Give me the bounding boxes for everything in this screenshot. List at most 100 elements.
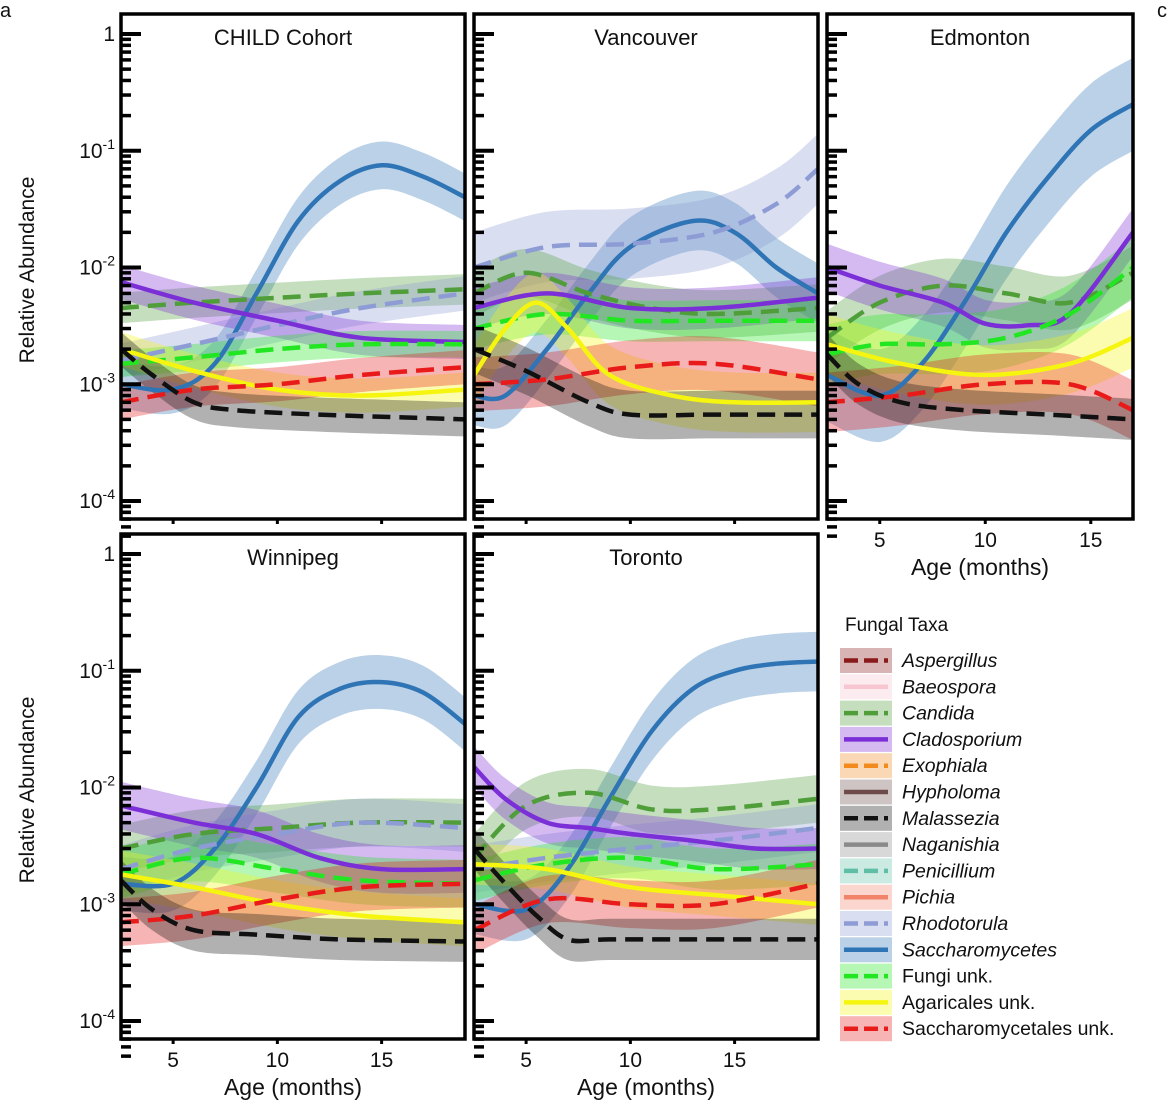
y-tick-label: 10-1 bbox=[79, 656, 115, 683]
x-tick-label: 10 bbox=[974, 529, 997, 552]
y-tick-label: 10-3 bbox=[79, 369, 115, 396]
legend-label: Fungi unk. bbox=[902, 966, 993, 988]
y-tick-label: 1 bbox=[103, 543, 115, 566]
panel-title: Vancouver bbox=[594, 25, 698, 50]
x-axis-label: Age (months) bbox=[224, 1074, 362, 1100]
x-tick-label: 5 bbox=[167, 1049, 179, 1072]
line-malassezia bbox=[827, 352, 1133, 422]
line-cladosporium bbox=[474, 765, 818, 852]
line-saccharomycetes bbox=[474, 659, 818, 914]
line-candida bbox=[827, 270, 1133, 340]
panel-title: CHILD Cohort bbox=[214, 25, 352, 50]
band-saccharomycetes bbox=[474, 190, 818, 429]
x-tick-label: 5 bbox=[520, 1049, 532, 1072]
legend-item-rhodotorula: Rhodotorula bbox=[840, 911, 1008, 936]
band-fungi-unk bbox=[474, 837, 818, 901]
panel-vancouver: Vancouver bbox=[472, 12, 820, 538]
panel-frame bbox=[119, 532, 467, 1041]
band-malassezia bbox=[474, 828, 818, 962]
line-rhodotorula bbox=[121, 820, 465, 872]
legend-item-pichia: Pichia bbox=[840, 884, 955, 910]
band-saccharomycetales-unk bbox=[474, 336, 818, 412]
plot-area bbox=[474, 631, 818, 962]
panel-frame bbox=[119, 12, 467, 521]
legend-item-hypholoma: Hypholoma bbox=[840, 779, 1001, 805]
line-malassezia bbox=[474, 347, 818, 418]
legend-label: Naganishia bbox=[902, 834, 1000, 856]
legend-label: Baeospora bbox=[902, 676, 996, 698]
legend-item-agaricales-unk: Agaricales unk. bbox=[840, 989, 1035, 1015]
band-candida bbox=[121, 798, 465, 873]
y-tick-label: 10-1 bbox=[79, 136, 115, 163]
legend-item-saccharomycetes: Saccharomycetes bbox=[840, 937, 1057, 963]
band-agaricales-unk bbox=[121, 332, 465, 413]
y-axis bbox=[827, 32, 847, 538]
y-axis: 1 10-1 10-2 10-3 10-4 bbox=[79, 543, 141, 1058]
legend-item-exophiala: Exophiala bbox=[840, 753, 988, 779]
band-candida bbox=[474, 768, 818, 882]
band-fungi-unk bbox=[827, 237, 1133, 385]
legend-label: Penicillium bbox=[902, 860, 995, 882]
ylabel-top: Relative Abundance bbox=[16, 177, 39, 364]
x-tick-label: 5 bbox=[874, 529, 886, 552]
band-malassezia bbox=[121, 859, 465, 962]
band-cladosporium bbox=[121, 265, 465, 360]
line-malassezia bbox=[121, 878, 465, 944]
x-tick-label: 10 bbox=[619, 1049, 642, 1072]
legend-item-fungi-unk: Fungi unk. bbox=[840, 963, 993, 989]
x-axis: 5 10 15 Age (months) bbox=[520, 1038, 746, 1100]
line-cladosporium bbox=[121, 279, 465, 345]
band-saccharomycetes bbox=[121, 141, 465, 415]
band-malassezia bbox=[121, 332, 465, 437]
plot-area bbox=[827, 57, 1133, 443]
y-axis bbox=[474, 552, 494, 1058]
line-rhodotorula bbox=[474, 167, 818, 270]
y-tick-label: 10-4 bbox=[79, 486, 115, 513]
panel-label-a: a bbox=[0, 0, 12, 22]
legend-label: Hypholoma bbox=[902, 782, 1001, 804]
band-rhodotorula bbox=[474, 133, 818, 303]
legend-label: Candida bbox=[902, 703, 975, 725]
line-fungi-unk bbox=[121, 341, 465, 366]
y-axis bbox=[474, 32, 494, 538]
line-candida bbox=[121, 287, 465, 311]
x-axis bbox=[171, 518, 384, 524]
line-saccharomycetes bbox=[121, 679, 465, 889]
line-candida bbox=[474, 270, 818, 317]
legend-label: Pichia bbox=[902, 887, 955, 909]
line-saccharomycetes bbox=[121, 163, 465, 393]
line-agaricales-unk bbox=[121, 872, 465, 925]
x-tick-label: 15 bbox=[1079, 529, 1102, 552]
legend-label: Aspergillus bbox=[901, 650, 998, 672]
line-rhodotorula bbox=[474, 825, 818, 872]
legend-label: Exophiala bbox=[902, 755, 988, 777]
plot-area bbox=[121, 141, 465, 437]
band-cladosporium bbox=[121, 781, 465, 894]
legend-label: Saccharomycetales unk. bbox=[902, 1018, 1114, 1040]
y-tick-label: 10-3 bbox=[79, 889, 115, 916]
x-axis-label: Age (months) bbox=[577, 1074, 715, 1100]
line-saccharomycetes bbox=[827, 102, 1133, 398]
legend-label: Agaricales unk. bbox=[902, 992, 1035, 1014]
band-saccharomycetes bbox=[121, 655, 465, 914]
x-tick-label: 15 bbox=[370, 1049, 393, 1072]
band-candida bbox=[474, 249, 818, 338]
line-rhodotorula bbox=[121, 291, 465, 363]
legend: Fungal Taxa Aspergillus Baeospora Candida C… bbox=[840, 615, 1114, 1042]
band-cladosporium bbox=[827, 208, 1133, 351]
panel-title: Edmonton bbox=[930, 25, 1030, 50]
legend-label: Saccharomycetes bbox=[902, 939, 1057, 961]
panel-label-c: c bbox=[1157, 0, 1167, 22]
legend-item-malassezia: Malassezia bbox=[840, 805, 1000, 831]
line-cladosporium bbox=[121, 803, 465, 873]
plot-area bbox=[474, 133, 818, 440]
panels: 1 10-1 10-2 10-3 10-4 CHILD Cohort Vancouver 5 1… bbox=[79, 12, 1135, 1100]
y-tick-label: 10-2 bbox=[79, 253, 115, 280]
legend-label: Rhodotorula bbox=[902, 913, 1008, 935]
legend-item-penicillium: Penicillium bbox=[840, 858, 995, 884]
ylabel-bottom: Relative Abundance bbox=[16, 697, 39, 884]
panel-edmonton: 5 10 15 Age (months) Edmonton bbox=[825, 12, 1135, 580]
panel-toronto: 5 10 15 Age (months) Toronto bbox=[472, 532, 820, 1100]
panel-child-cohort: 1 10-1 10-2 10-3 10-4 CHILD Cohort bbox=[79, 12, 467, 538]
